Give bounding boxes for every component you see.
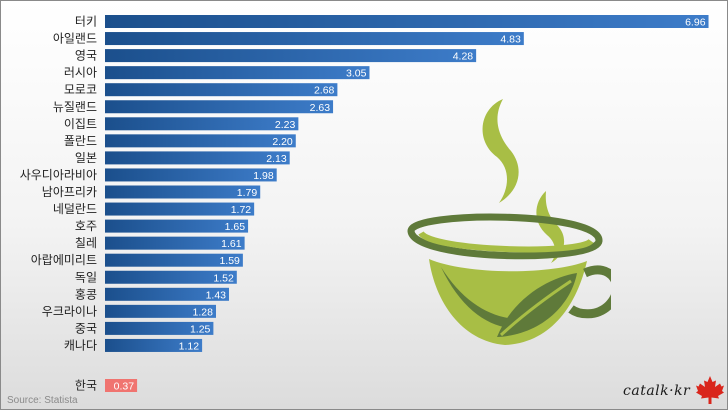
bar <box>105 304 216 318</box>
brand-text: catalk·kr <box>623 383 691 399</box>
category-label: 뉴질랜드 <box>53 100 97 114</box>
category-label: 러시아 <box>64 66 97 80</box>
category-label: 일본 <box>75 151 97 165</box>
category-label: 아일랜드 <box>53 32 97 46</box>
category-label: 캐나다 <box>64 338 97 352</box>
value-label: 2.20 <box>272 136 293 148</box>
bar <box>105 49 477 63</box>
bar <box>105 168 277 182</box>
category-label: 홍콩 <box>75 287 97 301</box>
bar <box>105 66 370 80</box>
category-label: 우크라이나 <box>42 304 97 318</box>
value-label: 1.98 <box>253 170 274 182</box>
bar <box>105 253 243 267</box>
value-label: 1.79 <box>237 187 258 199</box>
bar <box>105 15 709 28</box>
bar <box>105 151 290 165</box>
bar <box>105 321 214 335</box>
value-label: 4.83 <box>500 34 521 46</box>
category-label: 영국 <box>75 49 97 63</box>
highlight-bar <box>105 379 138 392</box>
value-label: 1.28 <box>193 306 214 318</box>
value-label: 1.61 <box>221 238 242 250</box>
brand-logo: catalk·kr <box>619 373 727 407</box>
bar <box>105 134 296 148</box>
value-label: 0.37 <box>114 381 135 393</box>
category-label: 중국 <box>75 321 97 335</box>
category-label: 독일 <box>75 270 97 284</box>
value-label: 1.52 <box>213 272 234 284</box>
value-label: 4.28 <box>453 51 474 63</box>
category-label: 한국 <box>75 379 97 393</box>
value-label: 2.13 <box>266 153 287 165</box>
category-label: 호주 <box>75 219 97 233</box>
bar <box>105 117 299 131</box>
category-label: 사우디아라비아 <box>20 168 97 182</box>
source-note: Source: Statista <box>7 395 78 406</box>
category-label: 터키 <box>75 15 97 29</box>
value-label: 1.65 <box>225 221 246 233</box>
bar <box>105 270 237 284</box>
bar <box>105 83 338 97</box>
bar <box>105 202 255 216</box>
category-label: 아랍에미리트 <box>31 253 97 267</box>
bar <box>105 338 203 352</box>
category-label: 남아프리카 <box>42 185 97 199</box>
value-label: 2.68 <box>314 85 335 97</box>
bar <box>105 287 230 301</box>
value-label: 2.63 <box>310 102 331 114</box>
value-label: 3.05 <box>346 68 367 80</box>
tea-cup-icon <box>407 99 611 345</box>
category-label: 모로코 <box>64 83 97 97</box>
value-label: 1.12 <box>179 340 200 352</box>
category-label: 이집트 <box>64 117 97 131</box>
category-label: 네덜란드 <box>53 202 97 216</box>
category-label: 폴란드 <box>64 134 97 148</box>
bar <box>105 236 245 250</box>
bar <box>105 32 524 46</box>
bar <box>105 219 249 233</box>
value-label: 6.96 <box>685 17 706 29</box>
value-label: 2.23 <box>275 119 296 131</box>
value-label: 1.43 <box>206 289 227 301</box>
value-label: 1.25 <box>190 323 211 335</box>
bar <box>105 185 261 199</box>
category-label: 칠레 <box>75 236 97 250</box>
bar <box>105 100 334 114</box>
maple-leaf-icon <box>696 376 724 404</box>
value-label: 1.59 <box>219 255 240 267</box>
value-label: 1.72 <box>231 204 252 216</box>
